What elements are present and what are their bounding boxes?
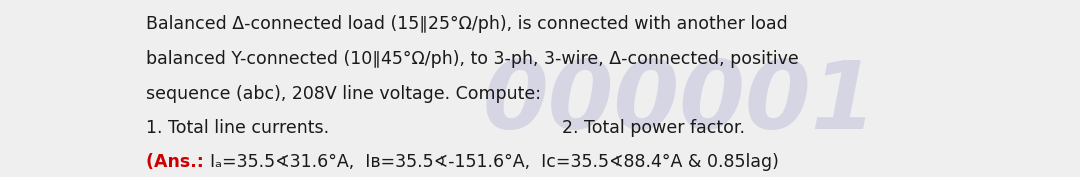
- Text: (Ans.: Iₐ=35.5∢31.6°A,  Iʙ=35.5∢-151.6°A,  Iᴄ=35.5∢88.4°A & 0.85lag): (Ans.: Iₐ=35.5∢31.6°A, Iʙ=35.5∢-151.6°A,…: [146, 153, 771, 171]
- Text: 1. Total line currents.: 1. Total line currents.: [146, 119, 329, 137]
- Text: sequence (abc), 208V line voltage. Compute:: sequence (abc), 208V line voltage. Compu…: [146, 85, 541, 103]
- Text: 2. Total power factor.: 2. Total power factor.: [562, 119, 744, 137]
- Text: (Ans.:: (Ans.:: [146, 153, 211, 171]
- Text: (Ans.:: (Ans.:: [146, 153, 211, 171]
- Text: 000001: 000001: [483, 56, 877, 149]
- Text: Iₐ=35.5∢31.6°A,  Iʙ=35.5∢-151.6°A,  Iᴄ=35.5∢88.4°A & 0.85lag): Iₐ=35.5∢31.6°A, Iʙ=35.5∢-151.6°A, Iᴄ=35.…: [211, 153, 779, 171]
- Text: balanced Y-connected (10∥45°Ω/ph), to 3-ph, 3-wire, Δ-connected, positive: balanced Y-connected (10∥45°Ω/ph), to 3-…: [146, 50, 799, 68]
- Text: Balanced Δ-connected load (15∥25°Ω/ph), is connected with another load: Balanced Δ-connected load (15∥25°Ω/ph), …: [146, 15, 788, 33]
